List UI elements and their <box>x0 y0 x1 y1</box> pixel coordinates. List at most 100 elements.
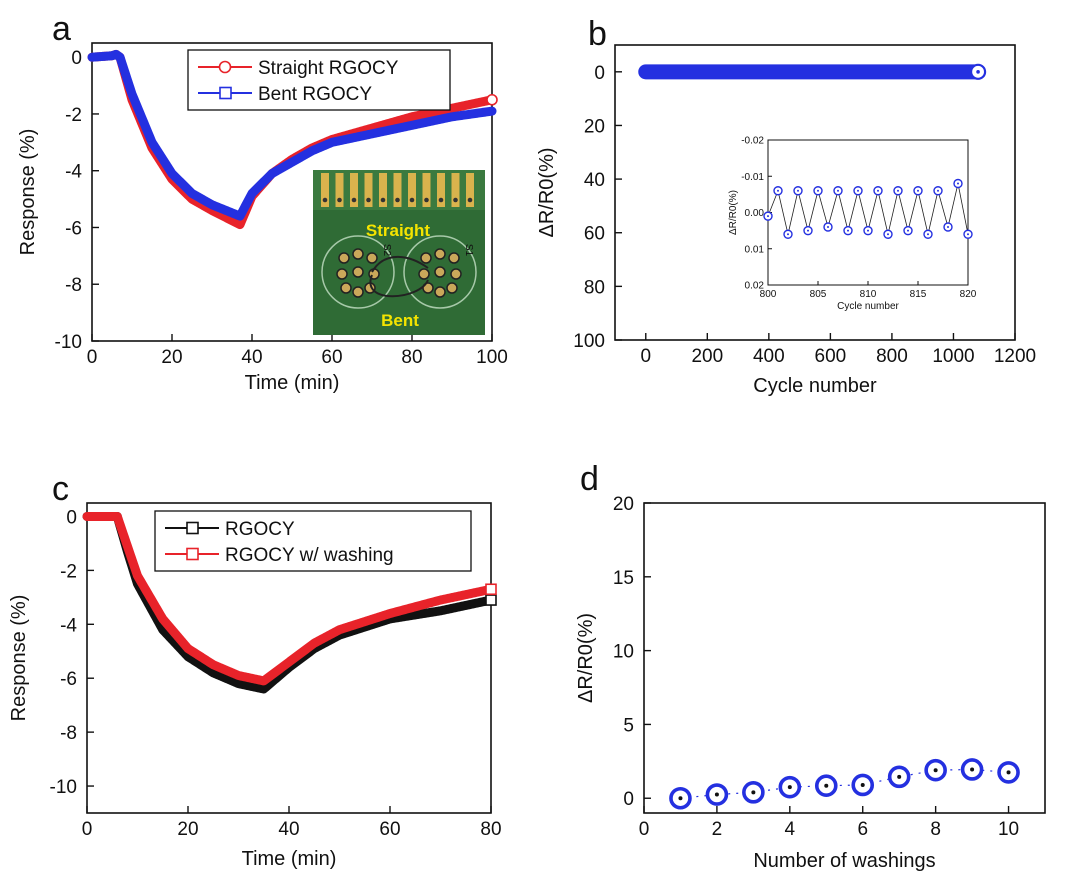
inset-x-axis-label: Cycle number <box>837 301 899 312</box>
x-tick-label: 80 <box>401 347 422 368</box>
y-tick-label: -4 <box>65 162 82 183</box>
photo-pin <box>434 266 446 278</box>
x-axis-label: Number of washings <box>753 850 935 872</box>
legend-label: Bent RGOCY <box>258 84 372 105</box>
inset-y-axis-label: ΔR/R0(%) <box>728 190 739 235</box>
photo-contact-hole <box>351 197 357 203</box>
panel-label-d: d <box>580 460 599 498</box>
photo-pin <box>446 282 458 294</box>
legend-marker <box>218 60 232 74</box>
photo-contact-hole <box>438 197 444 203</box>
y-tick-label: 15 <box>613 568 634 589</box>
photo-contact-pad <box>335 173 344 207</box>
photo-pin <box>434 248 446 260</box>
x-tick-label: 10 <box>998 819 1019 840</box>
y-tick-label: 20 <box>613 494 634 515</box>
photo-contact-pad <box>364 173 373 207</box>
data-point-center <box>860 782 865 787</box>
photo-pin <box>338 252 350 264</box>
photo-sensor-ring <box>321 235 395 309</box>
photo-label-s2: S2 <box>381 244 392 257</box>
plot-frame <box>91 42 493 342</box>
chart-b: 0 200 400 600 800 1000 1200 0 20 40 60 80 100 Cycle n… <box>536 44 1036 397</box>
inset-x-tick-label: 800 <box>760 289 777 300</box>
panel-label-b: b <box>588 15 607 53</box>
x-tick-label: 400 <box>753 346 785 367</box>
x-tick-label: 0 <box>82 819 93 840</box>
photo-pin <box>336 268 348 280</box>
photo-contact-hole <box>322 197 328 203</box>
chart-c: 0 20 40 60 80 0 -2 -4 -6 -8 -10 Time (min) Response … <box>8 502 502 870</box>
x-tick-label: 0 <box>87 347 98 368</box>
inset-data-point-center <box>957 182 959 185</box>
inset-chart: 800 805 810 815 820 -0.02 -0.01 0.00 0.01 0.02 Cyc… <box>728 136 977 313</box>
photo-contact-hole <box>366 197 371 203</box>
y-tick-label: 5 <box>623 715 634 736</box>
inset-data-point-center <box>807 229 809 232</box>
y-tick-label: 0 <box>66 507 77 528</box>
inset-y-tick-label: 0.00 <box>745 208 765 219</box>
y-tick-label: 20 <box>584 116 605 137</box>
y-tick-label: 60 <box>584 224 605 245</box>
inset-y-tick-label: -0.01 <box>741 172 764 183</box>
y-tick-label: -10 <box>50 777 77 798</box>
data-point-center <box>751 790 756 795</box>
y-axis-label: Response (%) <box>17 129 39 256</box>
photo-label-straight: Straight <box>366 221 431 240</box>
photo-pin <box>352 266 364 278</box>
x-tick-label: 600 <box>815 346 847 367</box>
photo-contact-pad <box>408 173 416 207</box>
inset-data-point-center <box>847 229 849 232</box>
inset-y-tick-label: 0.02 <box>745 281 765 292</box>
x-tick-label: 0 <box>639 819 650 840</box>
x-tick-label: 40 <box>278 819 299 840</box>
inset-data-point-center <box>867 229 869 232</box>
y-tick-label: -2 <box>65 105 82 126</box>
photo-contact-hole <box>337 197 342 203</box>
inset-photo: Straight Bent S2 S1 <box>313 170 485 335</box>
y-tick-label: 100 <box>573 331 605 352</box>
data-point-center <box>787 785 792 790</box>
legend-label: Straight RGOCY <box>258 58 399 79</box>
x-tick-label: 20 <box>177 819 198 840</box>
photo-pin <box>366 252 378 264</box>
inset-data-point-center <box>877 189 879 192</box>
y-tick-label: -10 <box>55 332 82 353</box>
inset-x-tick-label: 815 <box>910 289 927 300</box>
photo-sensor-ring <box>403 235 477 309</box>
inset-data-point-center <box>907 229 909 232</box>
inset-data-point-center <box>767 215 769 218</box>
data-point-center <box>824 783 829 788</box>
end-marker <box>485 583 497 596</box>
photo-pin <box>434 286 446 298</box>
inset-data-point-center <box>797 189 799 192</box>
inset-data-point-center <box>787 233 789 236</box>
y-tick-label: -8 <box>65 275 82 296</box>
inset-x-tick-label: 820 <box>960 289 977 300</box>
x-axis-label: Time (min) <box>245 372 340 394</box>
chart-d: 0 2 4 6 8 10 0 5 10 15 20 Number of washings ΔR/R0(%… <box>575 494 1046 872</box>
data-point-center <box>678 796 683 801</box>
y-tick-label: -6 <box>65 218 82 239</box>
inset-data-point-center <box>947 226 949 228</box>
end-marker <box>486 93 498 106</box>
y-axis-label: Response (%) <box>8 595 30 722</box>
panel-label-c: c <box>52 470 69 508</box>
x-tick-label: 60 <box>321 347 342 368</box>
inset-frame <box>767 139 969 286</box>
photo-yarn <box>369 255 429 298</box>
y-tick-label: 0 <box>71 48 82 69</box>
legend-box <box>154 510 472 572</box>
series-line-bent <box>87 49 497 221</box>
series-line-rgocy-washing <box>82 511 496 686</box>
inset-data-point-center <box>827 226 829 228</box>
x-axis-label: Time (min) <box>242 848 337 870</box>
x-tick-label: 1000 <box>932 346 974 367</box>
photo-label-s1: S1 <box>463 244 474 257</box>
y-tick-label: -2 <box>60 561 77 582</box>
photo-contact-hole <box>395 197 400 203</box>
photo-label-bent: Bent <box>381 311 419 330</box>
photo-contact-pad <box>321 173 329 207</box>
series-dotted-line <box>680 768 1009 799</box>
photo-pin <box>450 268 462 280</box>
